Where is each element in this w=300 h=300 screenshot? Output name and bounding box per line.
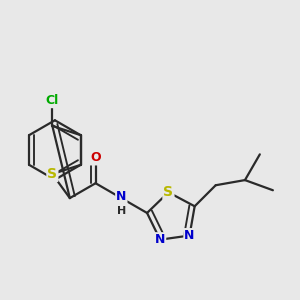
Text: N: N xyxy=(184,229,195,242)
Text: S: S xyxy=(47,167,57,181)
Text: N: N xyxy=(155,233,165,246)
Text: O: O xyxy=(90,152,101,164)
Text: N: N xyxy=(116,190,127,203)
Text: S: S xyxy=(164,185,173,199)
Text: Cl: Cl xyxy=(46,94,59,107)
Text: H: H xyxy=(117,206,126,216)
